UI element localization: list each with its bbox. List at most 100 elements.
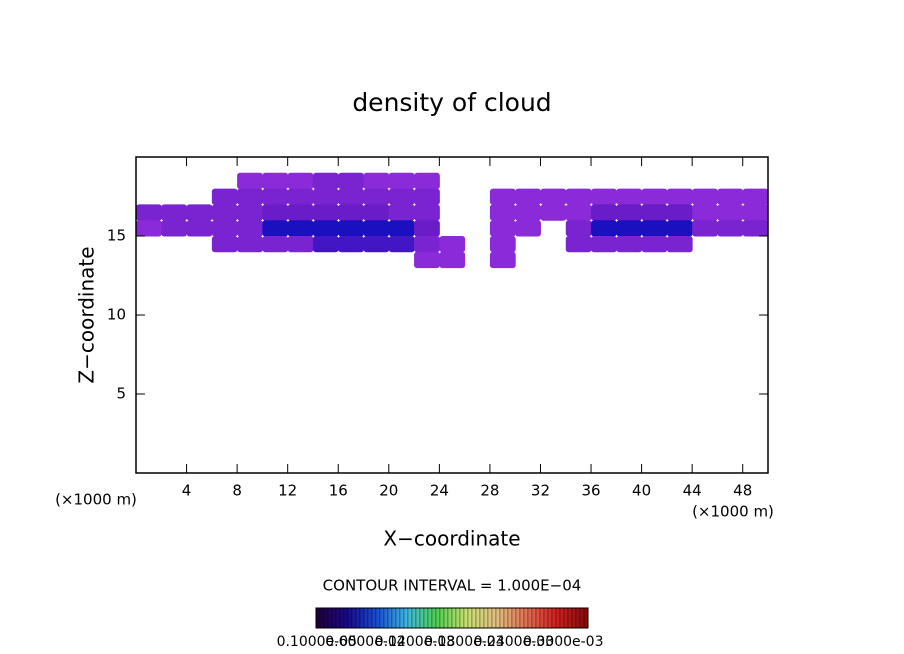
contour-cell xyxy=(666,204,693,221)
colorbar-stripe xyxy=(375,607,381,629)
contour-cell xyxy=(641,188,668,205)
contour-cell xyxy=(565,236,592,253)
contour-cell xyxy=(262,220,289,237)
x-tick-label: 16 xyxy=(329,482,348,500)
colorbar-stripe xyxy=(507,607,513,629)
colorbar-stripe xyxy=(335,607,341,629)
colorbar-stripe xyxy=(483,607,489,629)
colorbar-stripe xyxy=(399,607,405,629)
contour-cell xyxy=(262,236,289,253)
contour-cell xyxy=(717,188,744,205)
contour-cell xyxy=(591,220,617,237)
colorbar-stripe xyxy=(471,607,477,629)
colorbar-stripe xyxy=(403,607,409,629)
colorbar-stripe xyxy=(391,607,397,629)
contour-cell xyxy=(489,204,516,221)
colorbar-stripe xyxy=(315,607,321,629)
colorbar-stripe xyxy=(463,607,469,629)
colorbar-stripe xyxy=(535,607,541,629)
colorbar-stripe xyxy=(435,607,441,629)
colorbar-tick-label: 0.1000e-05 xyxy=(277,634,357,650)
contour-cell xyxy=(742,204,769,221)
contour-cell xyxy=(161,220,188,237)
colorbar-stripe xyxy=(439,607,445,629)
x-tick-label: 20 xyxy=(379,482,398,500)
contour-cell xyxy=(338,172,365,190)
contour-cell xyxy=(262,172,289,190)
contour-cell xyxy=(186,204,213,221)
contour-cell xyxy=(363,204,390,221)
contour-cell xyxy=(515,220,541,237)
contour-cell xyxy=(312,236,339,253)
contour-cell xyxy=(489,220,516,237)
colorbar-stripe xyxy=(415,607,421,629)
contour-cell xyxy=(312,204,339,221)
contour-cell xyxy=(591,204,617,221)
colorbar-stripe xyxy=(555,607,561,629)
contour-cell xyxy=(211,188,238,205)
colorbar-stripe xyxy=(407,607,413,629)
colorbar-stripe xyxy=(455,607,461,629)
contour-cell xyxy=(237,220,263,237)
contour-cell xyxy=(136,204,162,221)
colorbar-stripe xyxy=(323,607,329,629)
colorbar-stripe xyxy=(371,607,377,629)
contour-cell xyxy=(287,204,314,221)
colorbar-stripe xyxy=(543,607,549,629)
contour-cell xyxy=(616,204,643,221)
colorbar-tick-label: 0.1800e-03 xyxy=(424,634,504,650)
contour-cell xyxy=(489,188,516,205)
colorbar-stripe xyxy=(527,607,533,629)
x-tick-label: 28 xyxy=(480,482,499,500)
colorbar-stripe xyxy=(327,607,333,629)
contour-cell xyxy=(363,172,390,190)
contour-cell xyxy=(641,220,668,237)
contour-cell xyxy=(616,236,643,253)
contour-cell xyxy=(692,204,718,221)
contour-cell xyxy=(363,236,390,253)
contour-cell xyxy=(312,188,339,205)
contour-cell xyxy=(439,251,466,269)
colorbar-stripe xyxy=(379,607,385,629)
colorbar-stripe xyxy=(419,607,425,629)
colorbar-stripe xyxy=(551,607,557,629)
colorbar-stripe xyxy=(451,607,457,629)
contour-cell xyxy=(565,188,592,205)
contour-cell xyxy=(287,188,314,205)
colorbar-stripe xyxy=(487,607,493,629)
contour-cell xyxy=(363,188,390,205)
contour-cell xyxy=(388,172,415,190)
colorbar-stripe xyxy=(459,607,465,629)
contour-cell xyxy=(312,172,339,190)
x-tick-label: 8 xyxy=(232,482,242,500)
x-axis-label: X−coordinate xyxy=(383,527,520,551)
x-tick-label: 12 xyxy=(278,482,297,500)
contour-cell xyxy=(414,220,440,237)
contour-cell xyxy=(414,172,440,190)
contour-cell xyxy=(211,220,238,237)
contour-cell xyxy=(742,220,769,237)
colorbar-stripe xyxy=(431,607,437,629)
contour-cell xyxy=(186,220,213,237)
contour-cell xyxy=(641,204,668,221)
contour-cell xyxy=(666,220,693,237)
contour-cell xyxy=(287,172,314,190)
colorbar-stripe xyxy=(447,607,453,629)
contour-cell xyxy=(161,204,188,221)
colorbar-stripe xyxy=(427,607,433,629)
contour-cell xyxy=(262,204,289,221)
contour-cell xyxy=(616,188,643,205)
contour-interval-note: CONTOUR INTERVAL = 1.000E−04 xyxy=(323,577,582,595)
x-tick-label: 4 xyxy=(182,482,192,500)
y-tick-label: 10 xyxy=(107,306,126,324)
colorbar-stripe xyxy=(475,607,481,629)
contour-cell xyxy=(717,204,744,221)
contour-cell xyxy=(338,188,365,205)
colorbar-stripe xyxy=(523,607,529,629)
colorbar-stripe xyxy=(563,607,569,629)
colorbar-stripe xyxy=(351,607,357,629)
colorbar-stripe xyxy=(443,607,449,629)
contour-cell xyxy=(666,236,693,253)
contour-cell xyxy=(515,188,541,205)
